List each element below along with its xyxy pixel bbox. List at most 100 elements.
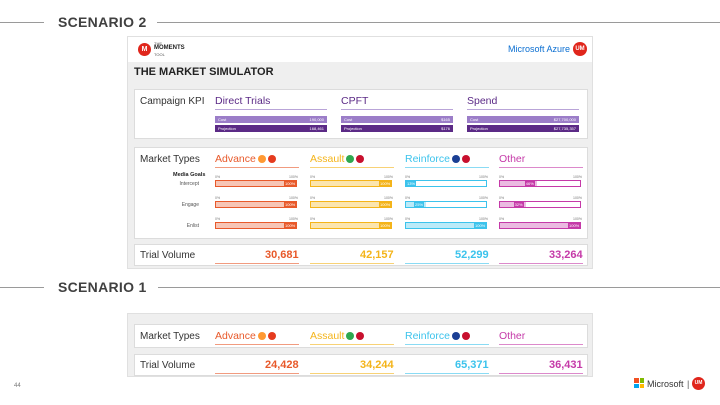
trial-volume-value: 30,681 bbox=[265, 249, 299, 261]
logo-text: MOMENTS bbox=[154, 45, 185, 51]
slider-max-tick: 100% bbox=[384, 175, 393, 179]
slider-min-tick: 0% bbox=[499, 217, 505, 221]
trial-volume-underline bbox=[499, 263, 583, 264]
market-underline bbox=[310, 167, 394, 168]
kpi-underline bbox=[341, 109, 453, 110]
market-underline bbox=[499, 344, 583, 345]
kpi-projection-value: 168,461 bbox=[309, 126, 324, 131]
media-goals-title: Media Goals bbox=[173, 172, 206, 178]
country-flag-icon bbox=[267, 155, 276, 164]
slider-fill bbox=[500, 181, 537, 186]
media-goal-slider[interactable]: 100% bbox=[215, 222, 297, 229]
trial-volume-underline bbox=[215, 263, 299, 264]
trial-volume-label: Trial Volume bbox=[140, 360, 196, 371]
slider-fill bbox=[311, 202, 391, 207]
kpi-cost-value: $165 bbox=[441, 117, 450, 122]
country-flag-icon bbox=[451, 332, 460, 341]
kpi-projection-label: Projection bbox=[344, 126, 362, 131]
kpi-cost-value: $27,700,000 bbox=[553, 117, 576, 122]
market-type-label: Assault bbox=[310, 330, 345, 342]
kpi-projection-value: $176 bbox=[441, 126, 450, 131]
slider-handle[interactable]: 100% bbox=[568, 223, 581, 228]
logo-text: TOOL bbox=[154, 52, 165, 57]
kpi-cost-bar: Cost $165 bbox=[341, 116, 453, 123]
market-type-label: Other bbox=[499, 330, 526, 342]
market-type-label: Reinforce bbox=[405, 153, 450, 165]
moments-tool-logo: M THE MOMENTS TOOL bbox=[138, 41, 198, 59]
slider-handle[interactable]: 100% bbox=[284, 202, 297, 207]
trial-volume-value: 33,264 bbox=[549, 249, 583, 261]
media-goal-slider[interactable]: 100% bbox=[499, 222, 581, 229]
slider-min-tick: 0% bbox=[215, 175, 221, 179]
slider-min-tick: 0% bbox=[215, 217, 221, 221]
scenario-1-title: SCENARIO 1 bbox=[58, 279, 147, 295]
media-goal-slider[interactable]: 32% bbox=[499, 201, 581, 208]
slider-handle[interactable]: 100% bbox=[284, 223, 297, 228]
market-type-advance: Advance bbox=[215, 330, 276, 342]
slider-max-tick: 100% bbox=[289, 175, 298, 179]
trial-volume-value: 65,371 bbox=[455, 359, 489, 371]
kpi-underline bbox=[215, 109, 327, 110]
market-simulator-panel: M THE MOMENTS TOOL Microsoft Azure UM TH… bbox=[127, 36, 593, 269]
page-title: THE MARKET SIMULATOR bbox=[134, 66, 274, 78]
slider-max-tick: 100% bbox=[384, 196, 393, 200]
media-goal-slider[interactable]: 100% bbox=[215, 201, 297, 208]
slider-handle[interactable]: 46% bbox=[524, 181, 535, 186]
media-goal-slider[interactable]: 100% bbox=[215, 180, 297, 187]
kpi-projection-bar: Projection $176 bbox=[341, 125, 453, 132]
slider-handle[interactable]: 100% bbox=[379, 223, 392, 228]
media-goal-slider[interactable]: 25% bbox=[405, 201, 487, 208]
microsoft-label: Microsoft bbox=[647, 379, 684, 389]
trial-volume-underline bbox=[405, 263, 489, 264]
slider-min-tick: 0% bbox=[310, 175, 316, 179]
country-flag-icon bbox=[267, 332, 276, 341]
media-goal-slider[interactable]: 46% bbox=[499, 180, 581, 187]
kpi-cost-bar: Cost $27,700,000 bbox=[467, 116, 579, 123]
slider-fill bbox=[500, 202, 526, 207]
country-flag-icon bbox=[346, 155, 355, 164]
kpi-column-title: Spend bbox=[467, 95, 498, 107]
market-underline bbox=[215, 344, 299, 345]
market-underline bbox=[215, 167, 299, 168]
slider-handle[interactable]: 100% bbox=[379, 202, 392, 207]
logo-text: THE bbox=[154, 41, 162, 46]
trial-volume-value: 42,157 bbox=[360, 249, 394, 261]
logo-mark-icon: M bbox=[138, 43, 151, 56]
media-goal-slider[interactable]: 100% bbox=[405, 222, 487, 229]
slider-handle[interactable]: 25% bbox=[414, 202, 425, 207]
media-goal-slider[interactable]: 100% bbox=[310, 180, 392, 187]
market-type-assault: Assault bbox=[310, 153, 365, 165]
slider-fill bbox=[406, 223, 486, 228]
country-flag-icon bbox=[356, 155, 365, 164]
slider-max-tick: 100% bbox=[573, 217, 582, 221]
trial-volume-value: 24,428 bbox=[265, 359, 299, 371]
slider-handle[interactable]: 100% bbox=[474, 223, 487, 228]
microsoft-azure-label: Microsoft Azure bbox=[507, 44, 570, 54]
slider-max-tick: 100% bbox=[384, 217, 393, 221]
market-underline bbox=[405, 167, 489, 168]
country-flag-icon bbox=[461, 155, 470, 164]
page-number: 44 bbox=[14, 383, 21, 389]
slider-handle[interactable]: 100% bbox=[284, 181, 297, 186]
divider bbox=[158, 287, 720, 288]
slider-handle[interactable]: 100% bbox=[379, 181, 392, 186]
media-goal-slider[interactable]: 100% bbox=[310, 222, 392, 229]
campaign-kpi-card: Campaign KPI Direct Trials Cost 190,000 Pro… bbox=[134, 89, 588, 139]
slider-handle[interactable]: 32% bbox=[513, 202, 524, 207]
market-type-label: Advance bbox=[215, 153, 256, 165]
market-type-assault: Assault bbox=[310, 330, 365, 342]
media-goal-slider[interactable]: 13% bbox=[405, 180, 487, 187]
scenario-1-header: SCENARIO 1 bbox=[0, 277, 720, 297]
country-flag-icon bbox=[346, 332, 355, 341]
divider bbox=[0, 22, 44, 23]
trial-volume-underline bbox=[499, 373, 583, 374]
footer-separator: | bbox=[687, 379, 690, 389]
um-logo-icon: UM bbox=[573, 42, 587, 56]
slider-handle[interactable]: 13% bbox=[406, 181, 417, 186]
trial-volume-underline bbox=[310, 263, 394, 264]
country-flag-icon bbox=[461, 332, 470, 341]
simulator-topbar: M THE MOMENTS TOOL Microsoft Azure UM bbox=[128, 37, 592, 62]
slider-max-tick: 100% bbox=[289, 217, 298, 221]
slider-fill bbox=[311, 181, 391, 186]
media-goal-slider[interactable]: 100% bbox=[310, 201, 392, 208]
